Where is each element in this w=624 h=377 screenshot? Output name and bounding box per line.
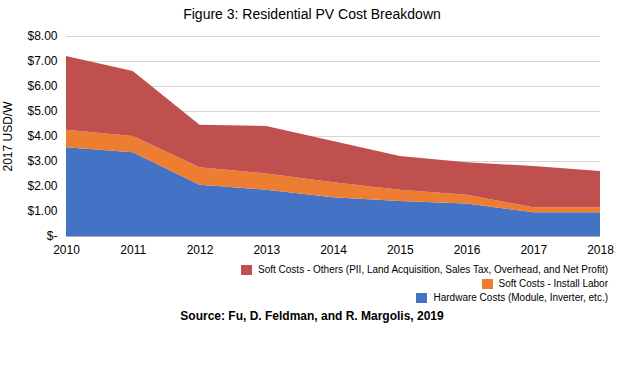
svg-text:2012: 2012 xyxy=(187,243,214,257)
svg-text:$2.00: $2.00 xyxy=(27,179,57,193)
svg-text:$3.00: $3.00 xyxy=(27,154,57,168)
svg-text:2014: 2014 xyxy=(320,243,347,257)
svg-text:$8.00: $8.00 xyxy=(27,29,57,43)
html-text:Figure 3: Residential PV Cost: Figure 3: Residential PV Cost Breakdown xyxy=(183,6,441,22)
svg-text:$1.00: $1.00 xyxy=(27,204,57,218)
html-text:Soft Costs - Install Labor: Soft Costs - Install Labor xyxy=(498,278,608,289)
svg-text:$5.00: $5.00 xyxy=(27,104,57,118)
html-text:Source: Fu, D. Feldman, and R.: Source: Fu, D. Feldman, and R. Margolis,… xyxy=(180,309,444,323)
svg-text:2010: 2010 xyxy=(53,243,80,257)
html-text:Hardware Costs (Module, Invert: Hardware Costs (Module, Inverter, etc.) xyxy=(433,292,608,303)
svg-text:2017 USD/W: 2017 USD/W xyxy=(1,101,15,172)
svg-text:2013: 2013 xyxy=(253,243,280,257)
svg-text:2018: 2018 xyxy=(587,243,614,257)
svg-text:$6.00: $6.00 xyxy=(27,79,57,93)
svg-text:$-: $- xyxy=(47,229,58,243)
svg-text:2016: 2016 xyxy=(454,243,481,257)
svg-text:$7.00: $7.00 xyxy=(27,54,57,68)
svg-text:2017: 2017 xyxy=(520,243,547,257)
svg-text:2015: 2015 xyxy=(387,243,414,257)
svg-text:2011: 2011 xyxy=(120,243,146,257)
svg-text:$4.00: $4.00 xyxy=(27,129,57,143)
html-text:Soft Costs - Others (PII, Land: Soft Costs - Others (PII, Land Acquisiti… xyxy=(258,264,608,275)
